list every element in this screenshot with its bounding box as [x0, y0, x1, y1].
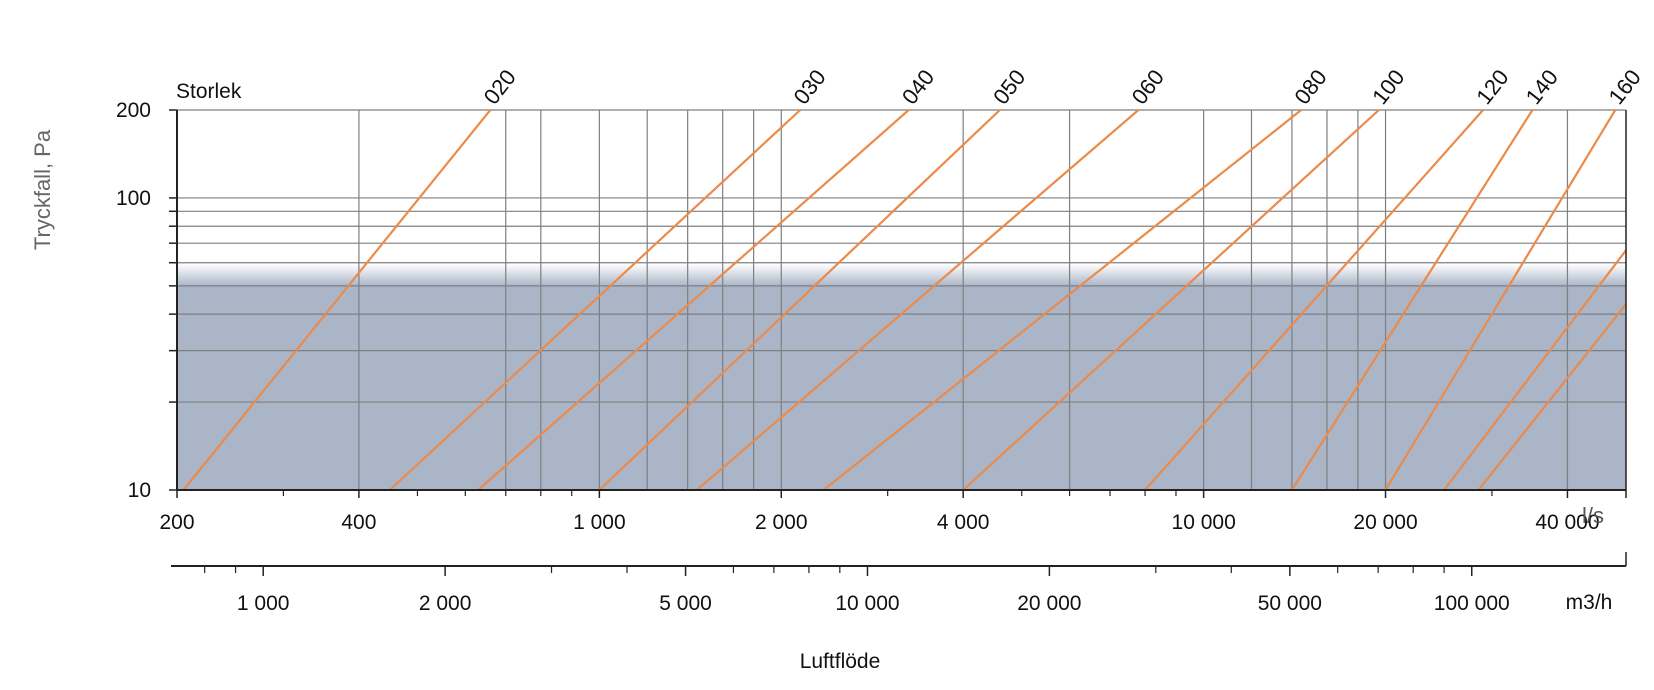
series-line-030: [389, 109, 801, 491]
axes: [176, 110, 1627, 491]
grid: [177, 109, 1626, 491]
x2-tick-label: 50 000: [1258, 592, 1322, 615]
series-label-030: 030: [788, 65, 830, 109]
series-label-100: 100: [1367, 65, 1409, 109]
x-tick-label: 400: [341, 511, 376, 534]
x2-tick-label: 10 000: [835, 592, 899, 615]
x-tick-label: 40 000: [1535, 511, 1599, 534]
x2-tick-label: 20 000: [1017, 592, 1081, 615]
shade-fade: [177, 263, 1626, 286]
shaded-region: [177, 263, 1626, 490]
series-line-140: [1291, 109, 1534, 491]
series-label-160: 160: [1604, 65, 1646, 109]
x-tick-label: 200: [159, 511, 194, 534]
y-tick-label: 10: [128, 479, 151, 502]
series-line-060: [696, 109, 1140, 491]
y-axis-ticks: 10 100 200: [116, 99, 177, 502]
shade-band: [177, 285, 1626, 490]
series-label-140: 140: [1521, 65, 1563, 109]
x-tick-label: 2 000: [755, 511, 808, 534]
x2-tick-label: 2 000: [419, 592, 472, 615]
y-tick-label: 100: [116, 187, 151, 210]
x2-tick-label: 5 000: [659, 592, 712, 615]
x2-axis-unit-m3h: m3/h: [1566, 591, 1613, 614]
series-label-050: 050: [988, 65, 1030, 109]
series-label-120: 120: [1471, 65, 1513, 109]
series-line-080: [822, 109, 1302, 491]
series-line-040: [477, 109, 910, 491]
series-labels: 020 030 040 050 060 080 100 120 140 160: [479, 65, 1646, 109]
series-line-100: [962, 109, 1380, 491]
series-label-020: 020: [479, 65, 521, 109]
size-header: Storlek: [176, 80, 242, 103]
y-tick-label: 200: [116, 99, 151, 122]
x2-tick-label: 100 000: [1434, 592, 1510, 615]
series-line-020: [182, 109, 492, 491]
series-line-180: [1443, 249, 1627, 491]
x-tick-label: 1 000: [573, 511, 626, 534]
x-axis-unit-ls: l/s: [1582, 503, 1604, 528]
series-label-040: 040: [897, 65, 939, 109]
series-line-200: [1477, 303, 1627, 491]
x-tick-label: 10 000: [1172, 511, 1236, 534]
x-axis-ticks: 200 400 1 000 2 000 4 000 10 000 20 000 40 000: [159, 490, 1627, 534]
x-tick-label: 4 000: [937, 511, 990, 534]
series-line-050: [598, 109, 1001, 491]
series-line-120: [1144, 109, 1484, 491]
series-label-080: 080: [1289, 65, 1331, 109]
series-label-060: 060: [1127, 65, 1169, 109]
series-lines: [182, 109, 1627, 491]
series-line-160: [1384, 109, 1617, 491]
x2-tick-label: 1 000: [237, 592, 290, 615]
y-axis-label: Tryckfall, Pa: [30, 129, 55, 250]
x-axis-label: Luftflöde: [800, 650, 881, 673]
x-tick-label: 20 000: [1353, 511, 1417, 534]
secondary-x-axis: 1 000 2 000 5 000 10 000 20 000 50 000 100 000: [171, 552, 1627, 615]
